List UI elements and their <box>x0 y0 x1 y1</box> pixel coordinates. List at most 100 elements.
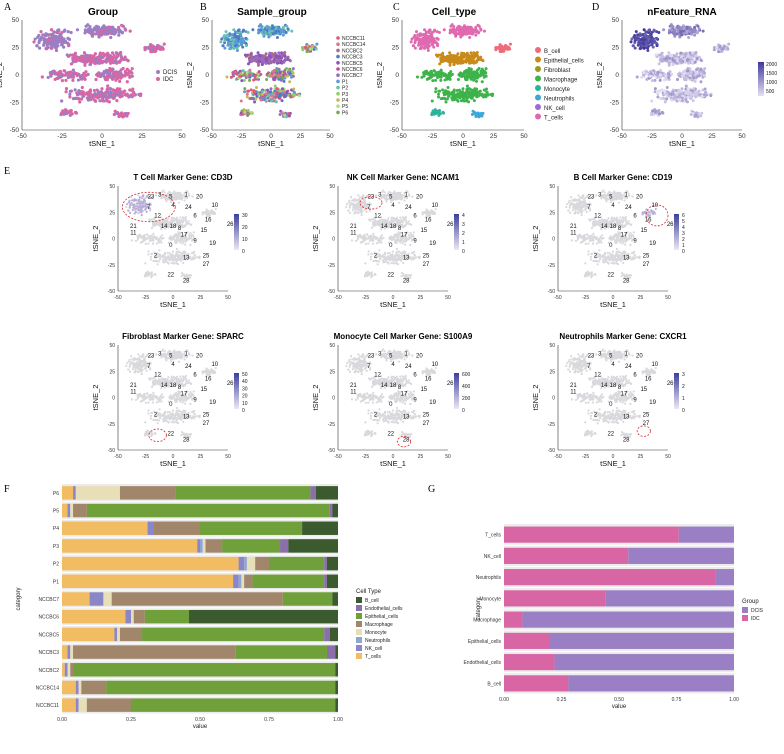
cell-point <box>452 25 456 29</box>
cell-point <box>153 259 156 262</box>
legend-label: Neutrophils <box>544 97 574 103</box>
cell-point <box>260 58 264 62</box>
legend-label: NCCBC7 <box>342 73 363 79</box>
cell-point <box>481 94 485 98</box>
cell-point <box>134 210 137 213</box>
cell-point <box>149 255 153 258</box>
cell-point <box>403 199 406 202</box>
cell-point <box>61 37 65 41</box>
cell-point <box>475 54 479 58</box>
scale-tick: 10 <box>242 237 248 243</box>
cell-point <box>57 74 62 78</box>
cell-point <box>176 233 180 236</box>
cell-point <box>282 79 286 83</box>
cell-point <box>243 110 247 114</box>
cell-point <box>65 110 69 114</box>
cell-point <box>210 210 213 213</box>
cell-point <box>668 56 672 60</box>
panel-d-title: nFeature_RNA <box>647 7 716 18</box>
cluster-label: 15 <box>200 228 207 234</box>
y-tick-label: 25 <box>109 210 115 216</box>
y-tick-label: 50 <box>612 17 620 24</box>
cell-point <box>694 72 698 76</box>
cell-point <box>81 94 85 98</box>
cell-point <box>259 98 263 102</box>
cell-point <box>189 231 192 235</box>
y-tick-label: 0 <box>615 72 619 79</box>
cell-point <box>508 42 512 46</box>
cell-point <box>709 94 713 98</box>
x-tick-label: 25 <box>297 133 305 140</box>
y-tick-label: -50 <box>10 127 20 134</box>
cell-point <box>230 33 234 37</box>
cell-point <box>113 28 117 32</box>
cell-point <box>273 51 277 55</box>
cluster-label: 18 <box>170 224 177 230</box>
cell-point <box>175 247 179 251</box>
cell-point <box>84 70 88 74</box>
cell-point <box>502 47 506 51</box>
cell-point <box>259 72 263 76</box>
cell-point <box>153 273 156 276</box>
cell-point <box>180 194 184 197</box>
cell-point <box>683 78 687 82</box>
cell-point <box>106 84 110 88</box>
cell-point <box>160 241 163 244</box>
cell-point <box>175 260 178 263</box>
cell-point <box>456 59 460 63</box>
cell-point <box>653 110 657 114</box>
cell-point <box>686 58 690 62</box>
cell-point <box>484 87 488 91</box>
cluster-label: 28 <box>183 279 190 285</box>
cell-point <box>658 73 662 77</box>
cell-point <box>128 211 132 214</box>
cell-point <box>109 87 113 91</box>
cell-point <box>457 56 461 60</box>
cell-point <box>429 39 433 43</box>
cell-point <box>120 74 124 79</box>
cell-point <box>108 92 112 96</box>
panel-a-title: Group <box>88 7 118 18</box>
cell-point <box>130 239 134 242</box>
cell-point <box>443 78 447 82</box>
cell-point <box>645 72 649 76</box>
x-tick-label: 25 <box>138 133 146 140</box>
cell-point <box>37 46 42 50</box>
cell-point <box>113 88 117 92</box>
cell-point <box>183 199 186 202</box>
cell-point <box>108 95 112 99</box>
y-tick-label: 50 <box>202 17 210 24</box>
cell-point <box>639 43 643 47</box>
cell-point <box>264 99 268 103</box>
cell-point <box>411 44 415 48</box>
cell-point <box>114 78 118 82</box>
cell-point <box>441 88 445 92</box>
cell-point <box>77 89 81 93</box>
cell-point <box>267 93 271 97</box>
cell-point <box>272 78 276 82</box>
cell-point <box>158 249 161 252</box>
cell-point <box>185 221 188 224</box>
cell-point <box>150 271 153 274</box>
cell-point <box>240 37 244 41</box>
cell-point <box>238 74 242 78</box>
x-axis-title: tSNE_1 <box>669 139 695 148</box>
cell-point <box>126 72 130 76</box>
cell-point <box>474 79 478 83</box>
legend-swatch <box>156 70 160 74</box>
cell-point <box>112 112 116 117</box>
panel-b-sample-group: Sample_group -50 -25 0 25 5050250-25-50tSNE_… <box>185 7 366 148</box>
cell-point <box>73 58 77 63</box>
cell-point <box>355 199 358 202</box>
cell-point <box>177 219 181 222</box>
cell-point <box>351 208 354 212</box>
cell-point <box>157 221 160 224</box>
cell-point <box>184 243 187 246</box>
cell-point <box>472 30 476 34</box>
cell-point <box>93 91 97 96</box>
cell-point <box>179 238 182 241</box>
cell-point <box>241 45 245 49</box>
cell-point <box>144 46 148 50</box>
